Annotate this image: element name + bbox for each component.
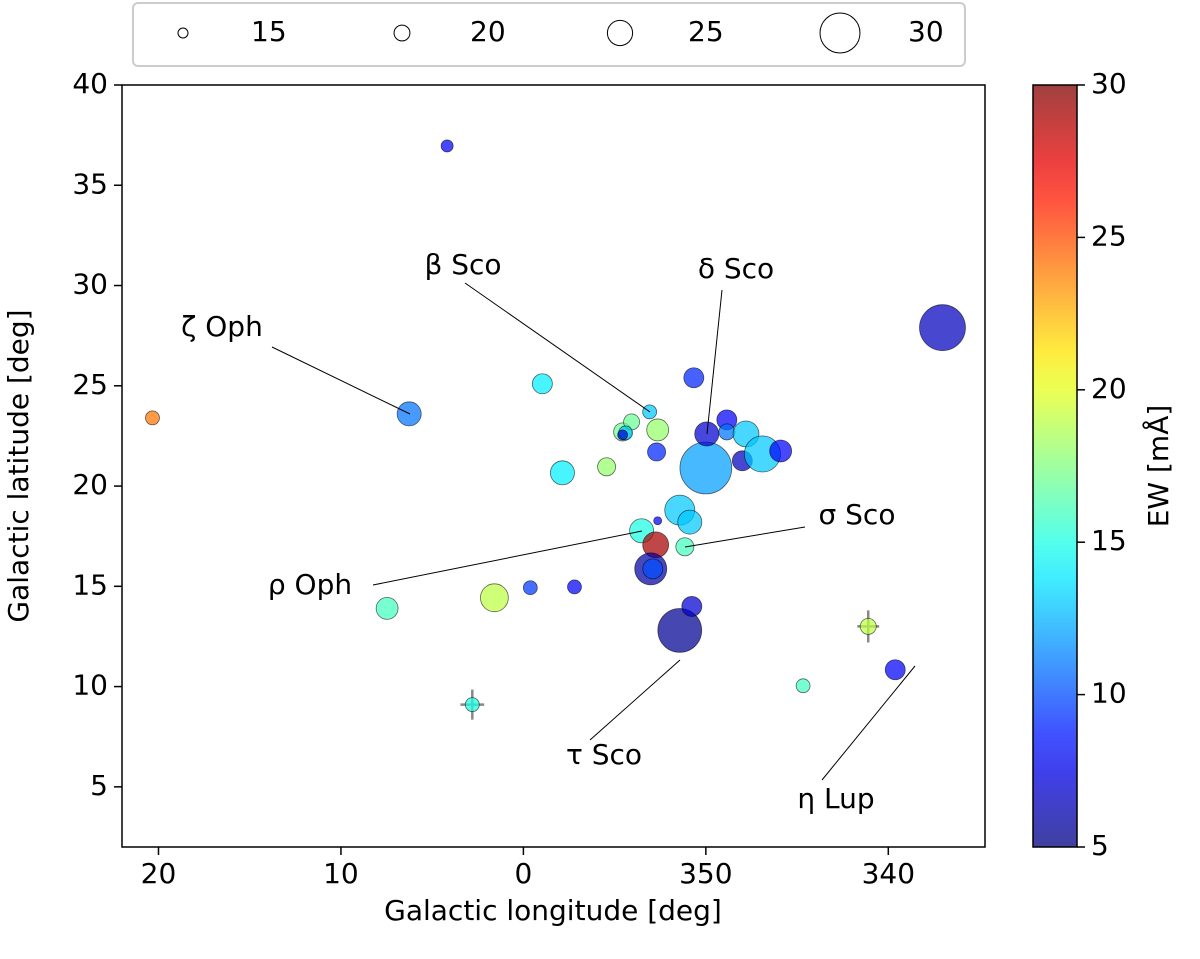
annotation: τ Sco xyxy=(566,738,642,771)
legend-marker xyxy=(177,27,189,39)
points xyxy=(145,139,966,720)
bubble xyxy=(795,678,811,694)
bubble xyxy=(677,509,703,535)
bubble xyxy=(550,460,575,486)
y-tick-label: 25 xyxy=(72,368,108,401)
plot-frame xyxy=(121,84,986,848)
colorbar-tick-label: 15 xyxy=(1091,524,1127,557)
y-tick-label: 40 xyxy=(72,67,108,100)
bubble xyxy=(653,516,663,526)
colorbar xyxy=(1032,84,1078,848)
bubble xyxy=(657,608,703,653)
colorbar-tick-label: 25 xyxy=(1091,219,1127,252)
legend-label: 15 xyxy=(251,15,287,48)
x-tick-label: 20 xyxy=(141,857,177,890)
x-tick-label: 350 xyxy=(679,857,732,890)
bubble xyxy=(679,441,733,495)
legend-label: 25 xyxy=(688,15,724,48)
annotation: ζ Oph xyxy=(181,310,263,343)
bubble xyxy=(375,597,399,620)
bubble xyxy=(919,304,966,352)
bubble xyxy=(567,579,582,595)
bubble xyxy=(769,439,793,463)
bubble xyxy=(597,457,617,477)
bubble xyxy=(647,442,667,462)
bubble xyxy=(522,580,538,596)
annotation-line xyxy=(372,530,643,586)
legend-marker xyxy=(819,12,861,54)
annotation-line xyxy=(684,526,806,548)
y-tick-label: 35 xyxy=(72,167,108,200)
bubble xyxy=(718,423,736,441)
annotation: β Sco xyxy=(424,248,501,281)
x-tick-label: 10 xyxy=(323,857,359,890)
bubble xyxy=(480,583,509,613)
bubble xyxy=(464,697,480,712)
legend-marker xyxy=(606,19,634,47)
legend-label: 20 xyxy=(470,15,506,48)
bubble xyxy=(859,618,877,635)
bubble xyxy=(675,537,695,557)
annotation-line xyxy=(821,665,916,781)
annotation-line xyxy=(271,346,411,415)
x-axis-label: Galactic longitude [deg] xyxy=(384,894,722,927)
colorbar-tick-label: 30 xyxy=(1091,67,1127,100)
legend-marker xyxy=(393,24,411,42)
annotation-line xyxy=(706,289,723,435)
colorbar-label: EW [mÅ] xyxy=(1141,405,1175,528)
bubble xyxy=(145,410,160,426)
y-tick-label: 10 xyxy=(72,669,108,702)
colorbar-tick-label: 10 xyxy=(1091,677,1127,710)
bubble xyxy=(440,139,454,153)
bubble xyxy=(646,418,670,442)
bubble xyxy=(884,659,906,681)
bubble xyxy=(642,558,664,580)
colorbar-tick-label: 5 xyxy=(1091,829,1109,862)
x-tick-label: 340 xyxy=(862,857,915,890)
annotation-line xyxy=(589,659,681,741)
annotation-line xyxy=(464,282,651,413)
y-tick-label: 20 xyxy=(72,468,108,501)
y-tick-label: 5 xyxy=(90,769,108,802)
y-axis-label: Galactic latitude [deg] xyxy=(2,309,35,622)
annotation: σ Sco xyxy=(819,498,896,531)
y-tick-label: 15 xyxy=(72,568,108,601)
annotation: η Lup xyxy=(797,782,874,815)
bubble xyxy=(531,373,553,395)
x-tick-label: 0 xyxy=(514,857,532,890)
bubble xyxy=(617,429,629,441)
legend-label: 30 xyxy=(908,15,944,48)
y-tick-label: 30 xyxy=(72,268,108,301)
bubble xyxy=(681,595,703,617)
annotation: ρ Oph xyxy=(268,568,352,601)
legend-box xyxy=(132,2,966,67)
annotation: δ Sco xyxy=(698,252,774,285)
colorbar-tick-label: 20 xyxy=(1091,372,1127,405)
bubble xyxy=(683,367,705,389)
